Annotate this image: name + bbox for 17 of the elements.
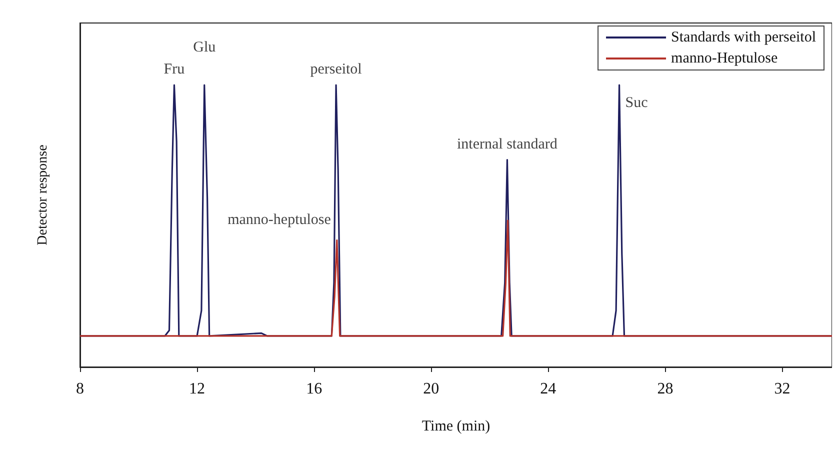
- x-axis-title: Time (min): [422, 418, 490, 434]
- annotation: internal standard: [457, 136, 558, 152]
- legend-label: manno-Heptulose: [671, 50, 778, 66]
- x-tick-label: 28: [657, 380, 674, 398]
- x-tick-label: 24: [540, 380, 556, 398]
- x-tick-label: 20: [423, 380, 440, 398]
- annotation: Fru: [164, 62, 186, 78]
- annotation: perseitol: [310, 62, 362, 78]
- annotation: Glu: [193, 40, 216, 56]
- x-tick-label: 16: [306, 380, 322, 398]
- x-tick-label: 32: [774, 380, 790, 398]
- legend-label: Standards with perseitol: [671, 30, 816, 46]
- y-axis-title: Detector response: [36, 144, 50, 246]
- annotation: manno-heptulose: [228, 212, 332, 228]
- x-tick-label: 8: [76, 380, 84, 398]
- annotation: Suc: [625, 95, 648, 112]
- x-tick-label: 12: [189, 380, 206, 398]
